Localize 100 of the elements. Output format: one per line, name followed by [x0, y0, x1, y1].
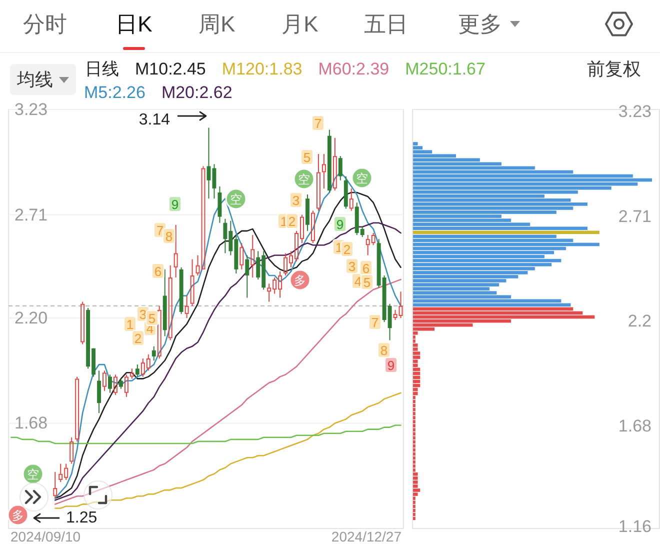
candlestick	[332, 137, 337, 191]
bar	[413, 348, 418, 351]
annotation: 1.25	[66, 510, 98, 526]
annotation: 空	[27, 468, 39, 482]
annotation: 3.14	[138, 112, 170, 128]
annotation: 9	[171, 197, 179, 212]
text: 前复权	[587, 59, 641, 79]
candlestick	[80, 301, 85, 345]
annotation: 2	[343, 242, 351, 257]
bar	[413, 488, 420, 492]
annotation: 1	[126, 317, 134, 332]
annotation: 7	[156, 223, 164, 238]
y-tick-label: 3.23	[14, 100, 48, 119]
candlestick	[349, 188, 354, 212]
bar	[413, 344, 418, 347]
bar	[413, 226, 588, 230]
candlestick	[184, 295, 189, 318]
bar	[413, 303, 571, 307]
annotation: 9	[336, 217, 344, 232]
candlestick	[135, 364, 140, 378]
candlestick	[70, 436, 74, 464]
text: M20:2.62	[161, 83, 232, 102]
text: 分时	[23, 12, 67, 36]
annotation: 2024/12/27	[331, 528, 402, 544]
annotation: 5	[363, 275, 371, 290]
bar	[413, 484, 418, 488]
annotation: 9	[387, 358, 395, 373]
candlestick	[102, 370, 106, 392]
annotation: 空	[356, 172, 368, 186]
candlestick	[212, 164, 216, 200]
candlestick	[152, 346, 156, 361]
candlestick	[124, 374, 128, 398]
bar	[413, 352, 420, 355]
candlestick	[114, 374, 118, 396]
annotation: 7	[371, 315, 379, 330]
bar	[413, 178, 652, 182]
annotation: 2024/09/10	[10, 528, 81, 544]
candlestick	[316, 154, 320, 212]
text: M60:2.39	[318, 60, 390, 78]
text: M250:1.67	[405, 60, 486, 78]
annotation: 4	[354, 274, 362, 289]
candlestick	[53, 471, 58, 499]
legend-title: 日线	[85, 60, 119, 78]
candlestick	[190, 258, 194, 306]
bar	[413, 392, 418, 396]
bar	[413, 360, 418, 363]
candlestick	[240, 242, 244, 270]
annotation: 6	[362, 261, 370, 276]
annotation: 3	[139, 307, 147, 322]
candlestick	[250, 234, 255, 278]
y-tick-label: 2.20	[14, 308, 48, 328]
y-tick-label: 2.71	[14, 205, 48, 224]
y-tick-label: 2.71	[618, 206, 652, 226]
y-tick-label: 1.68	[618, 416, 652, 436]
annotation: 3	[348, 259, 356, 274]
annotation: 5	[148, 311, 156, 326]
bar	[413, 368, 420, 372]
candlestick	[245, 254, 250, 298]
annotation: 2	[288, 214, 296, 229]
text: 更多	[458, 12, 502, 36]
y-tick-label: 2.2	[628, 312, 652, 331]
candlestick	[108, 374, 112, 394]
bar	[413, 372, 420, 376]
annotation: 7	[314, 116, 322, 131]
annotation: 8	[165, 229, 173, 244]
bar	[413, 242, 600, 246]
candlestick	[311, 210, 315, 244]
candlestick	[130, 368, 134, 380]
text: 月K	[282, 12, 319, 36]
text: M10:2.45	[135, 60, 206, 78]
candlestick	[174, 224, 178, 278]
annotation: 5	[303, 150, 311, 165]
candlestick	[338, 156, 342, 181]
candlestick	[168, 264, 172, 341]
bar	[413, 388, 418, 392]
text: M120:1.83	[222, 60, 302, 78]
annotation: 8	[380, 343, 388, 358]
bar	[413, 472, 418, 476]
candlestick	[118, 378, 123, 390]
y-tick-label: 1.16	[618, 516, 652, 536]
bar	[413, 476, 418, 480]
candlestick	[206, 127, 211, 200]
y-tick-label: 3.23	[618, 102, 652, 122]
y-tick-label: 1.68	[14, 414, 48, 433]
bar	[413, 258, 562, 262]
bar	[413, 480, 418, 484]
annotation: 3	[292, 193, 300, 208]
candlestick	[75, 376, 80, 442]
annotation: 空	[298, 172, 310, 186]
text: 五日	[364, 12, 408, 36]
text: 周K	[198, 12, 236, 36]
annotation: 6	[154, 264, 162, 279]
line-series	[54, 392, 402, 509]
annotation: 空	[230, 192, 242, 206]
bar	[413, 364, 418, 367]
annotation: 多	[12, 508, 24, 522]
bar	[413, 492, 418, 496]
text: 均线	[16, 70, 53, 90]
annotation: 多	[294, 274, 306, 288]
bar	[413, 202, 588, 206]
